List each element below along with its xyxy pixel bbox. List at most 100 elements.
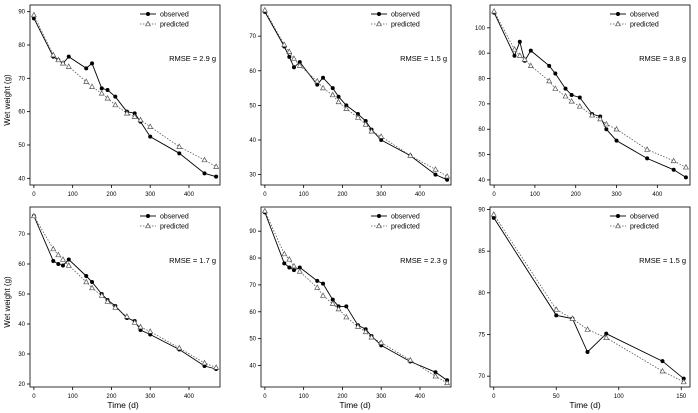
legend-label-observed: observed xyxy=(391,214,420,221)
marker-predicted xyxy=(296,62,303,68)
marker-predicted xyxy=(83,278,90,285)
y-tick-label: 40 xyxy=(18,176,25,182)
marker-predicted xyxy=(123,110,130,116)
x-tick-label: 0 xyxy=(32,192,36,198)
series-line-observed xyxy=(493,12,687,178)
marker-predicted xyxy=(314,77,321,84)
legend-label-observed: observed xyxy=(160,12,189,19)
marker-observed xyxy=(585,350,590,354)
marker-predicted xyxy=(569,315,576,321)
legend-marker-observed xyxy=(377,12,381,16)
marker-predicted xyxy=(55,251,62,258)
marker-predicted xyxy=(490,211,497,217)
marker-predicted xyxy=(50,51,57,58)
y-tick-label: 90 xyxy=(478,208,485,214)
x-tick-label: 0 xyxy=(492,192,496,198)
marker-observed xyxy=(553,71,558,76)
marker-observed xyxy=(297,265,302,270)
marker-observed xyxy=(512,53,517,58)
legend-marker-predicted xyxy=(615,222,621,229)
marker-observed xyxy=(604,127,609,132)
legend-label-observed: observed xyxy=(630,12,659,19)
marker-predicted xyxy=(104,95,111,101)
marker-predicted xyxy=(584,326,591,332)
x-tick-label: 100 xyxy=(530,192,541,198)
marker-predicted xyxy=(30,212,37,219)
panel-4: 0 100 200 300 400 20 30 40 50 60 70 observed predict… xyxy=(18,206,221,400)
marker-observed xyxy=(105,88,110,92)
marker-observed xyxy=(66,257,71,262)
legend-marker-predicted xyxy=(615,20,621,27)
x-tick-label: 150 xyxy=(676,394,687,400)
y-tick-label: 70 xyxy=(249,34,256,40)
x-tick-label: 0 xyxy=(492,394,496,400)
marker-observed xyxy=(344,103,349,108)
panel-5: 0 100 200 300 400 40 50 60 70 80 90 observed predict… xyxy=(249,206,452,400)
marker-predicted xyxy=(30,11,37,18)
marker-observed xyxy=(330,86,335,91)
marker-predicted xyxy=(511,46,518,52)
marker-predicted xyxy=(65,262,72,268)
marker-predicted xyxy=(597,115,604,122)
series-line-observed xyxy=(493,217,685,380)
marker-observed xyxy=(379,138,384,142)
marker-observed xyxy=(528,48,533,53)
plot-frame xyxy=(29,4,221,186)
marker-observed xyxy=(84,66,89,71)
y-tick-label: 100 xyxy=(475,26,486,32)
marker-predicted xyxy=(290,55,297,61)
marker-predicted xyxy=(670,157,677,164)
marker-predicted xyxy=(123,313,130,319)
marker-predicted xyxy=(329,91,336,98)
y-tick-label: 90 xyxy=(478,51,485,57)
marker-predicted xyxy=(335,305,342,312)
marker-predicted xyxy=(176,344,183,351)
marker-observed xyxy=(291,268,296,273)
marker-predicted xyxy=(290,262,297,269)
marker-predicted xyxy=(527,62,534,68)
rmse-annotation: RMSE = 2.3 g xyxy=(400,256,447,265)
rmse-annotation: RMSE = 1.7 g xyxy=(169,256,216,265)
marker-observed xyxy=(433,370,438,375)
marker-predicted xyxy=(659,367,666,374)
y-tick-label: 50 xyxy=(18,292,25,298)
marker-predicted xyxy=(201,156,208,163)
legend-label-predicted: predicted xyxy=(160,22,189,29)
marker-observed xyxy=(297,60,302,65)
y-tick-label: 50 xyxy=(478,153,485,159)
marker-observed xyxy=(681,376,686,381)
marker-predicted xyxy=(98,90,105,96)
series-line-predicted xyxy=(264,210,448,384)
marker-predicted xyxy=(137,323,144,330)
marker-predicted xyxy=(613,125,620,132)
marker-predicted xyxy=(137,116,144,123)
marker-predicted xyxy=(491,8,498,14)
marker-observed xyxy=(287,54,292,59)
legend-marker-observed xyxy=(146,12,150,16)
x-tick-label: 100 xyxy=(299,394,310,400)
legend-label-predicted: predicted xyxy=(630,22,659,29)
marker-observed xyxy=(56,262,61,266)
marker-predicted xyxy=(378,339,385,345)
marker-observed xyxy=(113,94,118,99)
marker-observed xyxy=(84,274,89,278)
marker-predicted xyxy=(329,300,336,306)
rmse-annotation: RMSE = 3.8 g xyxy=(639,54,686,63)
marker-observed xyxy=(51,259,56,263)
x-tick-label: 400 xyxy=(184,394,195,400)
marker-predicted xyxy=(213,163,220,169)
series-line-observed xyxy=(33,215,217,370)
y-tick-label: 80 xyxy=(478,77,485,83)
marker-predicted xyxy=(553,306,560,312)
marker-predicted xyxy=(147,328,154,334)
marker-predicted xyxy=(644,146,651,152)
x-tick-label: 200 xyxy=(106,394,117,400)
marker-predicted xyxy=(516,52,523,58)
marker-predicted xyxy=(552,85,559,91)
plot-frame xyxy=(29,206,221,388)
marker-observed xyxy=(577,95,582,100)
marker-predicted xyxy=(281,250,288,257)
marker-observed xyxy=(517,39,522,44)
marker-predicted xyxy=(546,77,553,84)
